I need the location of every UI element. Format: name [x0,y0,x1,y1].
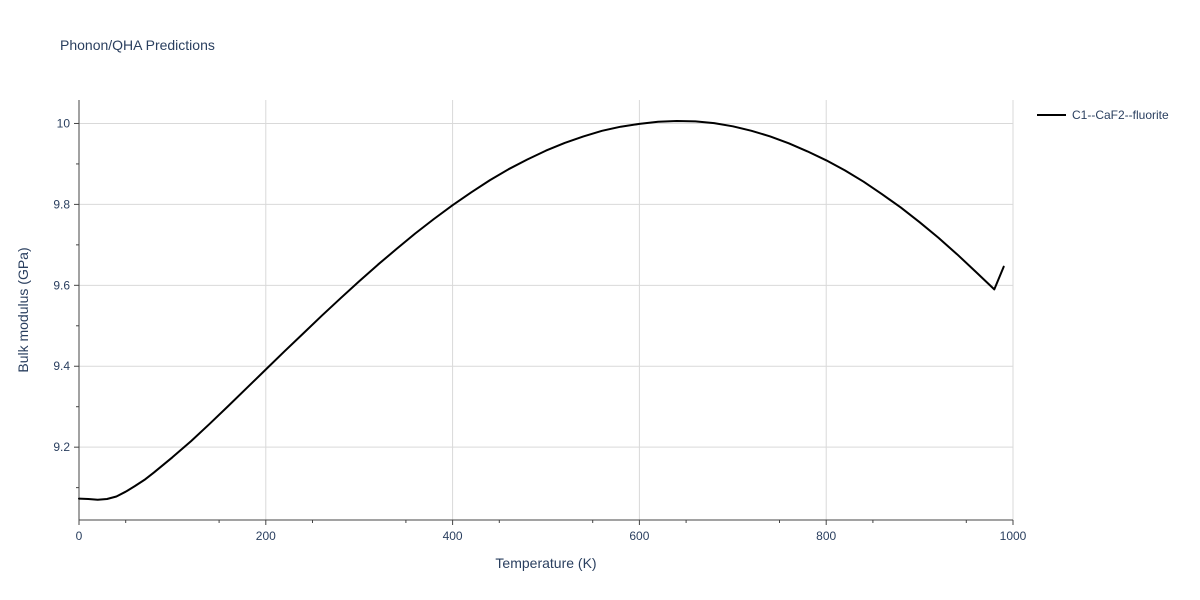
x-tick-label: 800 [816,529,836,543]
x-axis-ticks: 0 200 400 600 800 1000 [76,520,1027,543]
series-line-c1-caf2-fluorite[interactable] [78,120,1005,501]
series-layer [78,120,1005,501]
y-tick-label: 9.2 [53,440,70,454]
chart-title: Phonon/QHA Predictions [60,37,215,53]
x-tick-label: 200 [256,529,276,543]
x-tick-label: 1000 [1000,529,1027,543]
x-tick-label: 0 [76,529,83,543]
x-tick-label: 600 [629,529,649,543]
legend-label-c1-caf2-fluorite: C1--CaF2--fluorite [1072,108,1169,122]
y-tick-label: 9.6 [53,278,70,292]
x-tick-label: 400 [443,529,463,543]
y-axis-title: Bulk modulus (GPa) [15,247,31,372]
y-axis-ticks: 9.2 9.4 9.6 9.8 10 [53,116,79,489]
legend[interactable]: C1--CaF2--fluorite [1037,108,1169,122]
y-tick-label: 9.8 [53,197,70,211]
y-tick-label: 9.4 [53,359,70,373]
gridlines [79,100,1014,520]
x-axis-title: Temperature (K) [495,555,596,571]
y-tick-label: 10 [57,116,71,130]
